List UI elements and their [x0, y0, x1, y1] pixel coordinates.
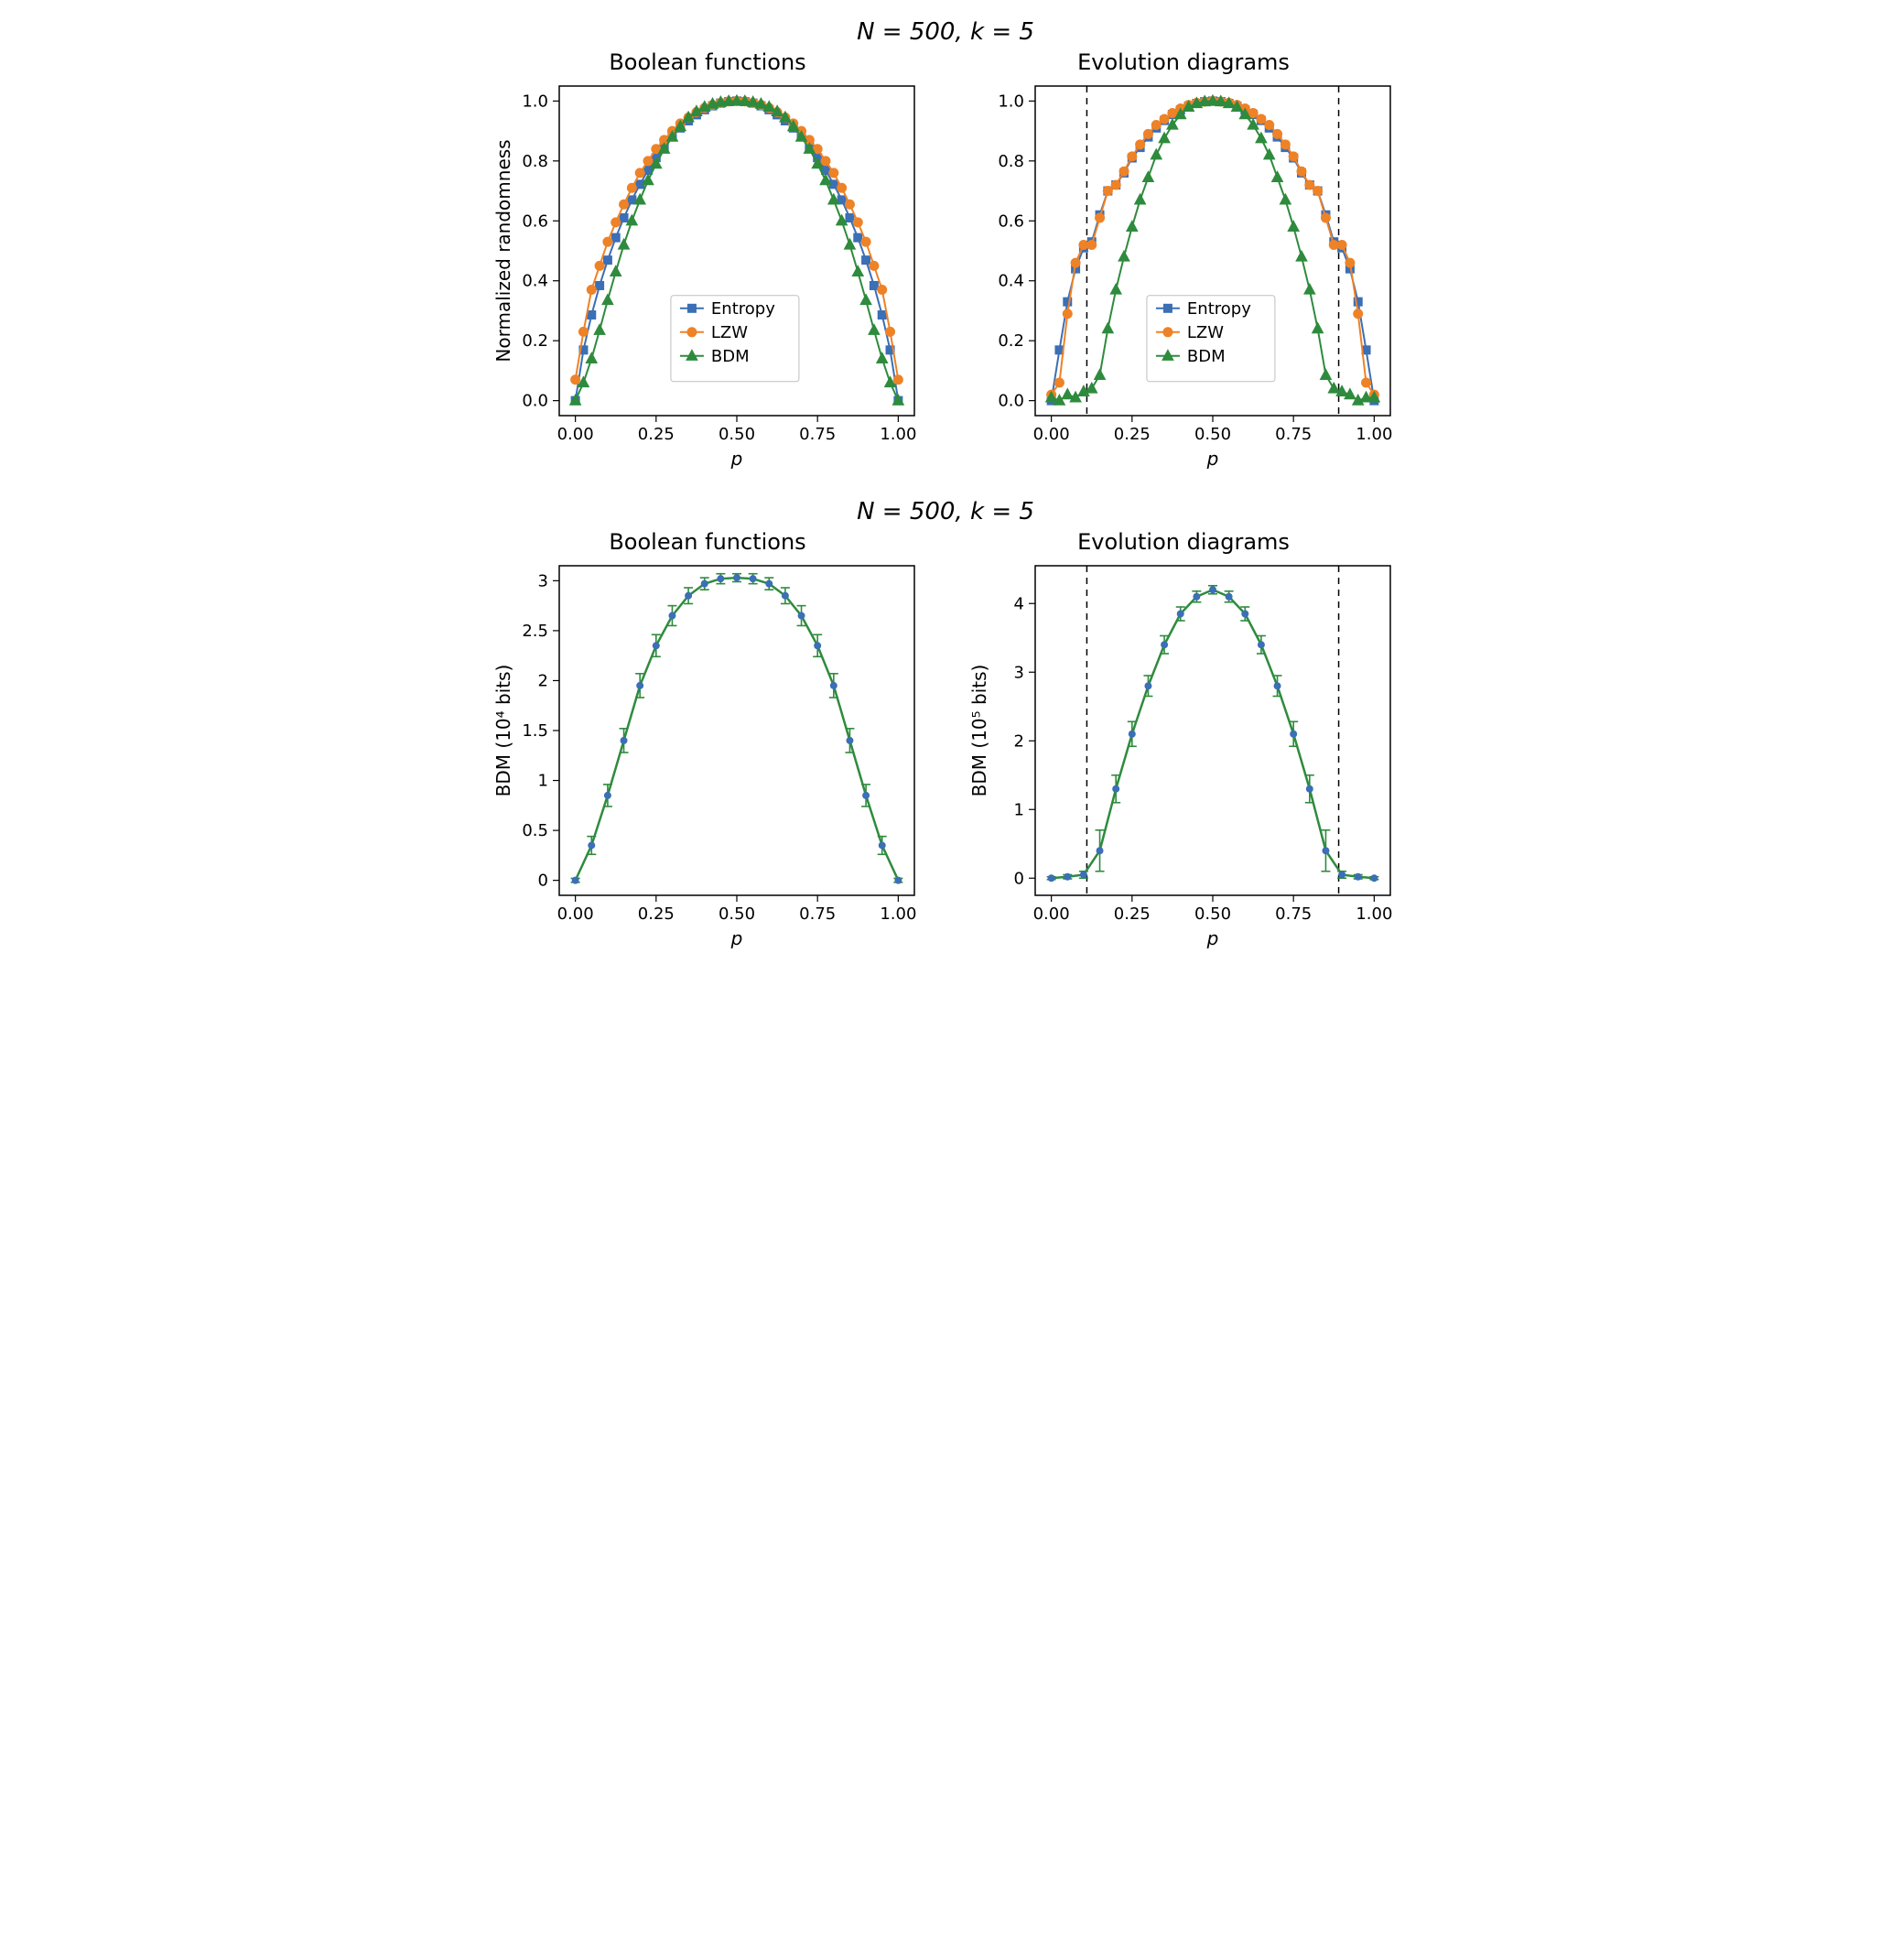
panel-A: Boolean functions 0.000.250.500.751.000.… — [488, 49, 927, 471]
svg-text:0.00: 0.00 — [557, 904, 594, 924]
svg-text:0.75: 0.75 — [799, 904, 836, 924]
svg-text:Entropy: Entropy — [711, 299, 775, 319]
title-A: Boolean functions — [488, 49, 927, 75]
suptitle-1: N = 500, k = 5 — [473, 18, 1419, 46]
svg-text:1: 1 — [538, 772, 548, 791]
svg-text:1.00: 1.00 — [1356, 425, 1392, 444]
svg-text:0.75: 0.75 — [1275, 425, 1312, 444]
svg-text:p: p — [730, 448, 743, 470]
svg-text:1.5: 1.5 — [522, 721, 548, 741]
title-D: Evolution diagrams — [964, 529, 1403, 555]
svg-text:0.25: 0.25 — [1114, 425, 1151, 444]
svg-text:p: p — [730, 927, 743, 949]
svg-text:0: 0 — [1014, 869, 1024, 888]
svg-text:1.0: 1.0 — [998, 92, 1024, 111]
svg-text:0.0: 0.0 — [522, 392, 548, 411]
svg-text:0.6: 0.6 — [998, 211, 1024, 231]
svg-text:2.5: 2.5 — [522, 622, 548, 641]
svg-text:Entropy: Entropy — [1187, 299, 1251, 319]
svg-text:0.25: 0.25 — [1114, 904, 1151, 924]
svg-text:0.25: 0.25 — [638, 904, 675, 924]
svg-text:1.00: 1.00 — [1356, 904, 1392, 924]
svg-text:0.50: 0.50 — [719, 425, 755, 444]
svg-text:0.50: 0.50 — [719, 904, 755, 924]
panel-C: Boolean functions 0.000.250.500.751.0000… — [488, 529, 927, 950]
svg-text:0.4: 0.4 — [998, 272, 1024, 291]
svg-text:BDM (10⁵ bits): BDM (10⁵ bits) — [968, 665, 990, 797]
svg-text:3: 3 — [538, 571, 548, 590]
svg-text:0.25: 0.25 — [638, 425, 675, 444]
svg-text:4: 4 — [1014, 594, 1024, 613]
svg-text:0.2: 0.2 — [522, 331, 548, 351]
svg-text:0.5: 0.5 — [522, 821, 548, 840]
svg-text:1.00: 1.00 — [880, 425, 916, 444]
svg-text:0.00: 0.00 — [1033, 425, 1070, 444]
svg-text:p: p — [1206, 927, 1219, 949]
chart-B: 0.00 0.25 0.50 0.75 1.00 0.0 0.2 0.4 0.6 0.8 1.0 p E… — [964, 77, 1403, 471]
svg-text:LZW: LZW — [1187, 323, 1224, 342]
svg-text:0.6: 0.6 — [522, 211, 548, 231]
svg-text:1: 1 — [1014, 800, 1024, 819]
svg-text:BDM (10⁴ bits): BDM (10⁴ bits) — [492, 665, 514, 797]
svg-text:0.8: 0.8 — [522, 152, 548, 171]
svg-text:1.0: 1.0 — [522, 92, 548, 111]
svg-text:Normalized randomness: Normalized randomness — [492, 139, 514, 362]
svg-text:0.00: 0.00 — [1033, 904, 1070, 924]
svg-text:0.0: 0.0 — [998, 392, 1024, 411]
svg-text:1.00: 1.00 — [880, 904, 916, 924]
chart-D: 0.00 0.25 0.50 0.75 1.00 0 1 2 3 4 p BDM (10⁵ bits) — [964, 557, 1403, 950]
svg-text:0.00: 0.00 — [557, 425, 594, 444]
row-2: Boolean functions 0.000.250.500.751.0000… — [473, 529, 1419, 950]
svg-text:0.2: 0.2 — [998, 331, 1024, 351]
svg-text:0.75: 0.75 — [1275, 904, 1312, 924]
svg-text:2: 2 — [538, 671, 548, 690]
chart-C: 0.00 0.25 0.50 0.75 1.00 0 0.5 1 1.5 2 2.5 3 p BDM (1… — [488, 557, 927, 950]
figure: N = 500, k = 5 Boolean functions 0.000.2… — [473, 18, 1419, 950]
svg-text:0: 0 — [538, 872, 548, 891]
svg-text:0.50: 0.50 — [1194, 425, 1231, 444]
title-B: Evolution diagrams — [964, 49, 1403, 75]
svg-text:BDM: BDM — [1187, 347, 1226, 366]
panel-B: Evolution diagrams 0.000.250.500.751.000… — [964, 49, 1403, 471]
svg-text:LZW: LZW — [711, 323, 748, 342]
svg-text:0.75: 0.75 — [799, 425, 836, 444]
panel-D: Evolution diagrams 0.000.250.500.751.000… — [964, 529, 1403, 950]
svg-text:0.50: 0.50 — [1194, 904, 1231, 924]
title-C: Boolean functions — [488, 529, 927, 555]
svg-text:p: p — [1206, 448, 1219, 470]
svg-text:0.8: 0.8 — [998, 152, 1024, 171]
svg-text:0.4: 0.4 — [522, 272, 548, 291]
suptitle-2: N = 500, k = 5 — [473, 498, 1419, 525]
svg-text:BDM: BDM — [711, 347, 750, 366]
svg-text:2: 2 — [1014, 731, 1024, 751]
row-1: Boolean functions 0.000.250.500.751.000.… — [473, 49, 1419, 471]
svg-text:3: 3 — [1014, 663, 1024, 682]
chart-A: 0.00 0.25 0.50 0.75 1.00 0.0 0.2 0.4 0.6 0.8 1.0 p N… — [488, 77, 927, 471]
